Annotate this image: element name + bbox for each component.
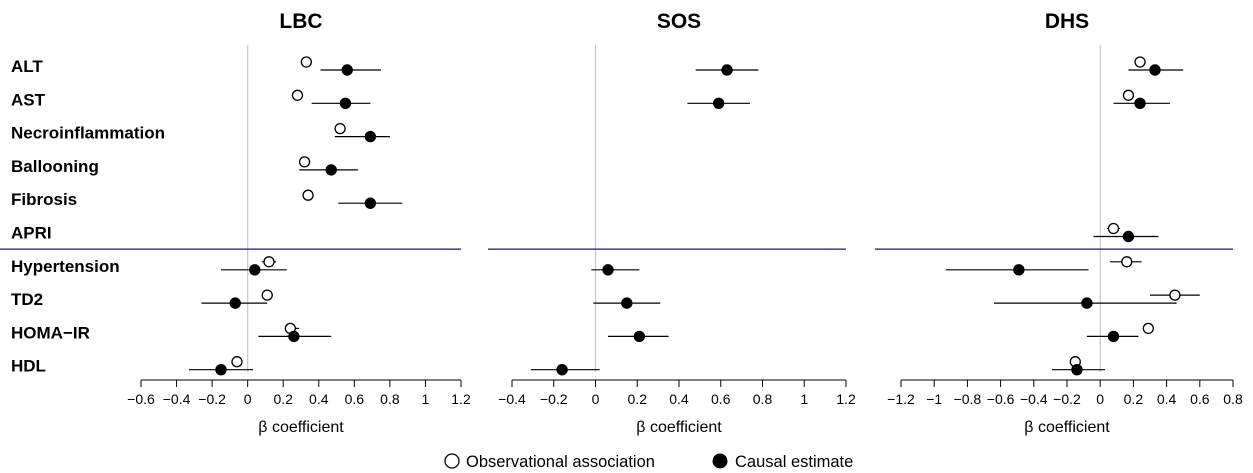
x-tick-label: 0 xyxy=(1096,391,1104,407)
observational-point-apri xyxy=(1107,222,1120,235)
causal-point-hypertension xyxy=(602,264,614,276)
x-tick-label: −0.2 xyxy=(198,391,226,407)
causal-point-alt xyxy=(1149,64,1161,76)
observational-point-necroinflammation xyxy=(334,122,346,135)
x-tick-label: 0.4 xyxy=(1157,391,1177,407)
x-tick-label: 0.2 xyxy=(628,391,648,407)
causal-point-td2 xyxy=(229,297,241,309)
observational-point-hypertension xyxy=(1121,256,1133,268)
x-tick-label: −0.8 xyxy=(954,391,982,407)
x-tick-label: 0.6 xyxy=(345,391,365,407)
causal-point-necroinflammation xyxy=(364,130,377,143)
x-tick-label: 0.4 xyxy=(309,391,329,407)
row-label-fibrosis: Fibrosis xyxy=(11,190,77,209)
row-label-homa-ir: HOMA−IR xyxy=(11,323,90,342)
x-tick-label: −1 xyxy=(926,391,942,407)
panel-dhs: DHS −1.2 −1 −0.8 −0.6 −0.4 −0.2 0 0.2 0.4 0.6 0.8 β … xyxy=(875,10,1243,436)
causal-point-fibrosis xyxy=(364,197,377,209)
observational-point-fibrosis xyxy=(302,189,314,201)
x-tick-label: 1 xyxy=(422,391,430,407)
x-tick-label: −0.2 xyxy=(540,391,568,407)
x-axis-title: β coefficient xyxy=(1024,419,1110,436)
observational-point-alt xyxy=(300,56,312,68)
causal-point-td2 xyxy=(1081,297,1093,309)
causal-point-homa-ir xyxy=(288,330,300,343)
panel-sos: SOS −0.4 −0.2 0 0.2 0.4 0.6 0.8 1 1.2 β coefficien… xyxy=(488,10,856,436)
x-tick-label: −0.4 xyxy=(163,391,191,407)
x-tick-label: −0.2 xyxy=(1053,391,1081,407)
observational-point-ast xyxy=(1122,89,1135,101)
row-label-ballooning: Ballooning xyxy=(11,157,99,176)
row-labels: ALT AST Necroinflammation Ballooning Fibrosi… xyxy=(11,57,165,376)
row-label-apri: APRI xyxy=(11,224,52,243)
observational-point-hypertension xyxy=(263,256,275,268)
x-tick-label: −0.4 xyxy=(498,391,526,407)
causal-point-td2 xyxy=(621,297,633,309)
observational-point-td2 xyxy=(1169,289,1181,301)
legend-observational-label: Observational association xyxy=(466,453,655,471)
x-tick-label: 0.8 xyxy=(1223,391,1243,407)
causal-point-hdl xyxy=(556,364,568,376)
causal-point-hypertension xyxy=(249,264,261,276)
x-tick-label: 0.2 xyxy=(1124,391,1144,407)
panel-title: DHS xyxy=(1045,10,1089,33)
causal-point-ballooning xyxy=(325,164,337,176)
causal-point-ast xyxy=(712,97,725,110)
observational-point-hdl xyxy=(231,356,243,368)
x-tick-label: 0.8 xyxy=(380,391,400,407)
x-tick-label: 1.2 xyxy=(836,391,856,407)
causal-point-homa-ir xyxy=(1107,330,1120,343)
panel-lbc: LBC −0.6 −0.4 −0.2 0 0.2 0.4 0.6 0.8 1 1.2 β coeffi… xyxy=(0,10,471,436)
x-axis-title: β coefficient xyxy=(636,419,722,436)
causal-point-ast xyxy=(339,97,352,110)
x-tick-label: −0.6 xyxy=(987,391,1015,407)
causal-point-hdl xyxy=(1071,364,1083,376)
x-tick-label: 0.6 xyxy=(711,391,731,407)
causal-point-homa-ir xyxy=(633,330,646,343)
row-label-hypertension: Hypertension xyxy=(11,257,120,276)
row-label-necroinflammation: Necroinflammation xyxy=(11,124,165,143)
observational-point-homa-ir xyxy=(1142,322,1154,335)
observational-point-ballooning xyxy=(298,156,311,168)
row-label-alt: ALT xyxy=(11,57,43,76)
observational-point-alt xyxy=(1134,56,1146,68)
row-label-ast: AST xyxy=(11,90,46,109)
x-tick-label: −0.4 xyxy=(1020,391,1048,407)
observational-point-td2 xyxy=(261,289,273,301)
causal-point-hdl xyxy=(215,364,227,376)
legend-filled-circle-icon xyxy=(712,453,728,469)
x-tick-label: 0.8 xyxy=(753,391,773,407)
panel-title: SOS xyxy=(657,10,701,33)
causal-point-apri xyxy=(1122,230,1135,243)
x-tick-label: 0 xyxy=(592,391,600,407)
x-tick-label: −1.2 xyxy=(887,391,915,407)
x-tick-label: 0 xyxy=(244,391,252,407)
observational-point-ast xyxy=(291,89,304,101)
x-tick-label: 0.4 xyxy=(669,391,689,407)
panel-title: LBC xyxy=(279,10,322,33)
x-tick-label: 0.6 xyxy=(1190,391,1210,407)
x-tick-label: 1 xyxy=(800,391,808,407)
x-axis-title: β coefficient xyxy=(258,419,344,436)
legend-causal-label: Causal estimate xyxy=(735,453,853,471)
causal-point-ast xyxy=(1134,97,1146,110)
legend: Observational association Causal estimate xyxy=(444,453,853,471)
causal-point-hypertension xyxy=(1013,264,1025,276)
x-tick-label: 1.2 xyxy=(451,391,471,407)
x-tick-label: 0.2 xyxy=(273,391,293,407)
panels: LBC −0.6 −0.4 −0.2 0 0.2 0.4 0.6 0.8 1 1.2 β coeffi… xyxy=(0,10,1243,436)
causal-point-alt xyxy=(341,64,353,76)
row-label-td2: TD2 xyxy=(11,290,43,309)
causal-point-alt xyxy=(721,64,733,76)
row-label-hdl: HDL xyxy=(11,357,46,376)
legend-open-circle-icon xyxy=(444,453,460,469)
x-tick-label: −0.6 xyxy=(127,391,155,407)
